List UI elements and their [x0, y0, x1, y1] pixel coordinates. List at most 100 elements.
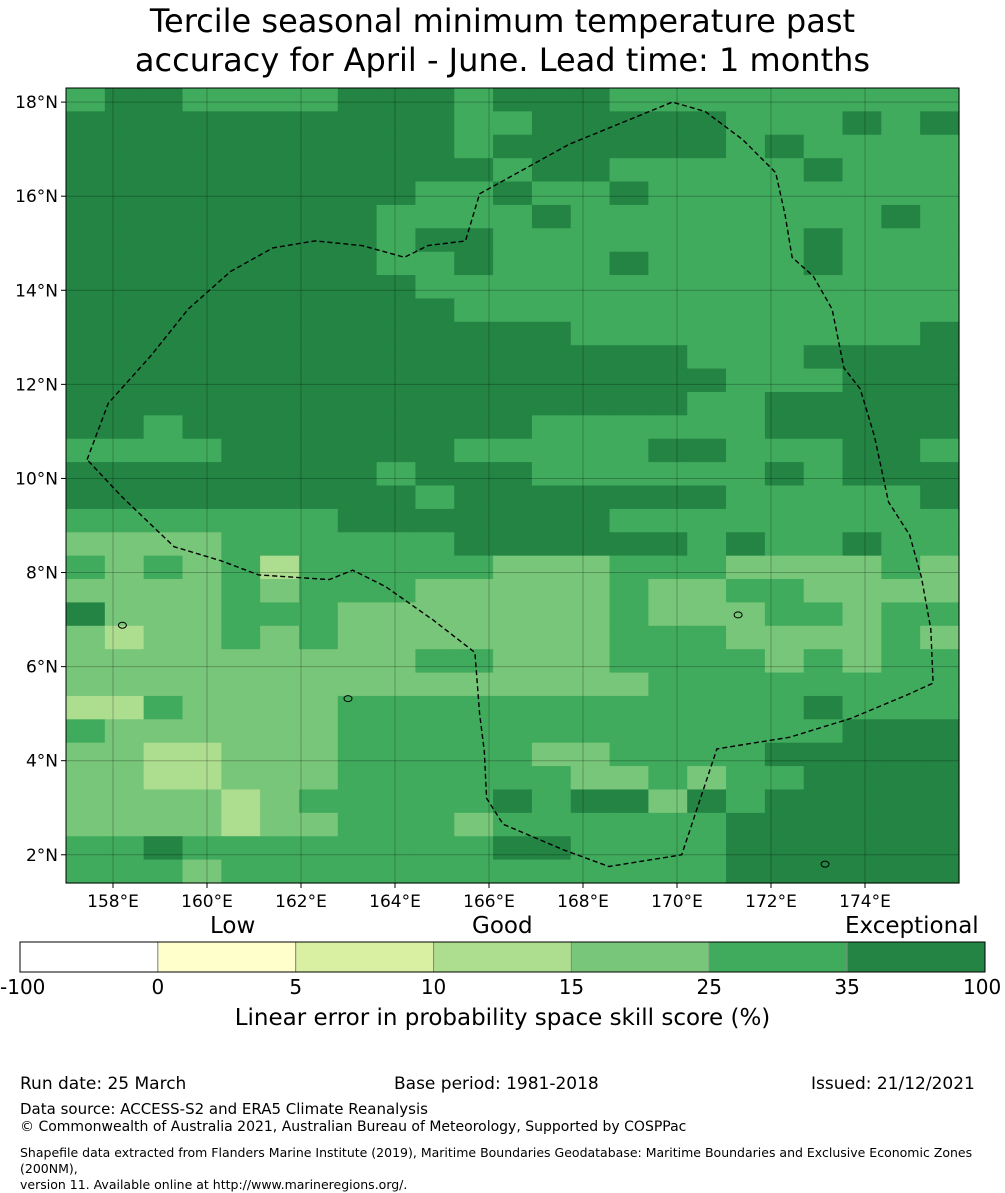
skill-cell — [609, 555, 649, 580]
lat-tick-label: 6°N — [26, 658, 58, 678]
eez-boundary — [86, 101, 934, 868]
skill-cell — [570, 181, 611, 206]
skill-cell — [415, 111, 455, 136]
skill-cell — [221, 555, 261, 580]
skill-cell — [221, 415, 261, 440]
skill-cell — [221, 742, 261, 767]
skill-cell — [337, 228, 378, 253]
skill-cell — [842, 649, 882, 674]
skill-cell — [803, 438, 844, 463]
skill-cell — [531, 602, 572, 627]
skill-cell — [842, 625, 882, 650]
skill-cell — [454, 625, 494, 650]
skill-cell — [337, 532, 378, 557]
skill-cell — [260, 204, 300, 229]
skill-cell — [376, 742, 417, 767]
skill-cell — [104, 625, 145, 650]
skill-cell — [66, 251, 106, 276]
skill-cell — [920, 859, 960, 884]
skill-cell — [842, 438, 882, 463]
skill-cell — [337, 508, 378, 533]
skill-cell — [648, 719, 688, 744]
skill-cell — [803, 649, 844, 674]
skill-cell — [920, 836, 960, 861]
skill-cell — [298, 789, 339, 814]
skill-cell — [104, 719, 145, 744]
skill-cell — [493, 742, 533, 767]
skill-cell — [454, 438, 494, 463]
skill-cell — [842, 275, 882, 300]
skill-cell — [454, 134, 494, 159]
skill-cell — [764, 485, 805, 510]
skill-cell — [531, 485, 572, 510]
skill-cell — [66, 812, 106, 837]
skill-cell — [803, 695, 844, 720]
skill-cell — [531, 298, 572, 323]
skill-cell — [881, 579, 921, 604]
skill-cell — [570, 812, 611, 837]
skill-cell — [337, 812, 378, 837]
skill-cell — [493, 789, 533, 814]
skill-cell — [260, 579, 300, 604]
skill-cell — [726, 532, 766, 557]
skill-cell — [881, 462, 921, 487]
skill-cell — [648, 275, 688, 300]
skill-cell — [415, 695, 455, 720]
skill-cell — [337, 438, 378, 463]
skill-cell — [726, 859, 766, 884]
skill-cell — [531, 625, 572, 650]
skill-cell — [609, 204, 649, 229]
skill-cell — [221, 695, 261, 720]
skill-cell — [881, 204, 921, 229]
lon-tick-label: 170°E — [651, 892, 703, 912]
skill-cell — [337, 134, 378, 159]
skill-cell — [881, 438, 921, 463]
skill-cell — [764, 298, 805, 323]
skill-cell — [221, 836, 261, 861]
skill-cell — [454, 298, 494, 323]
skill-cell — [454, 485, 494, 510]
skill-cell — [842, 345, 882, 370]
skill-cell — [764, 391, 805, 416]
lon-tick-label: 164°E — [369, 892, 421, 912]
colorbar-tick-label: 0 — [151, 975, 165, 999]
skill-cell — [648, 228, 688, 253]
skill-cell — [609, 485, 649, 510]
skill-cell — [726, 298, 766, 323]
skill-cell — [454, 321, 494, 346]
skill-cell — [337, 204, 378, 229]
skill-cell — [337, 275, 378, 300]
skill-cell — [415, 508, 455, 533]
skill-cell — [726, 812, 766, 837]
skill-cell — [531, 368, 572, 393]
skill-cell — [182, 695, 222, 720]
skill-cell — [803, 532, 844, 557]
skill-cell — [415, 181, 455, 206]
skill-cell — [842, 415, 882, 440]
skill-cell — [221, 812, 261, 837]
skill-cell — [648, 602, 688, 627]
skill-cell — [260, 742, 300, 767]
skill-cell — [182, 415, 222, 440]
skill-cell — [803, 228, 844, 253]
skill-cell — [66, 649, 106, 674]
island-outline — [733, 611, 743, 619]
skill-cell — [221, 719, 261, 744]
lat-tick-label: 12°N — [15, 375, 58, 395]
skill-cell — [66, 625, 106, 650]
skill-cell — [493, 695, 533, 720]
skill-cell — [337, 88, 378, 112]
skill-cell — [260, 438, 300, 463]
skill-cell — [454, 602, 494, 627]
skill-cell — [337, 719, 378, 744]
skill-cell — [66, 859, 106, 884]
skill-cell — [493, 321, 533, 346]
skill-cell — [337, 391, 378, 416]
skill-cell — [337, 859, 378, 884]
skill-cell — [454, 672, 494, 697]
skill-cell — [648, 88, 688, 112]
skill-cell — [454, 111, 494, 136]
skill-cell — [687, 579, 727, 604]
skill-cell — [415, 345, 455, 370]
skill-cell — [881, 251, 921, 276]
